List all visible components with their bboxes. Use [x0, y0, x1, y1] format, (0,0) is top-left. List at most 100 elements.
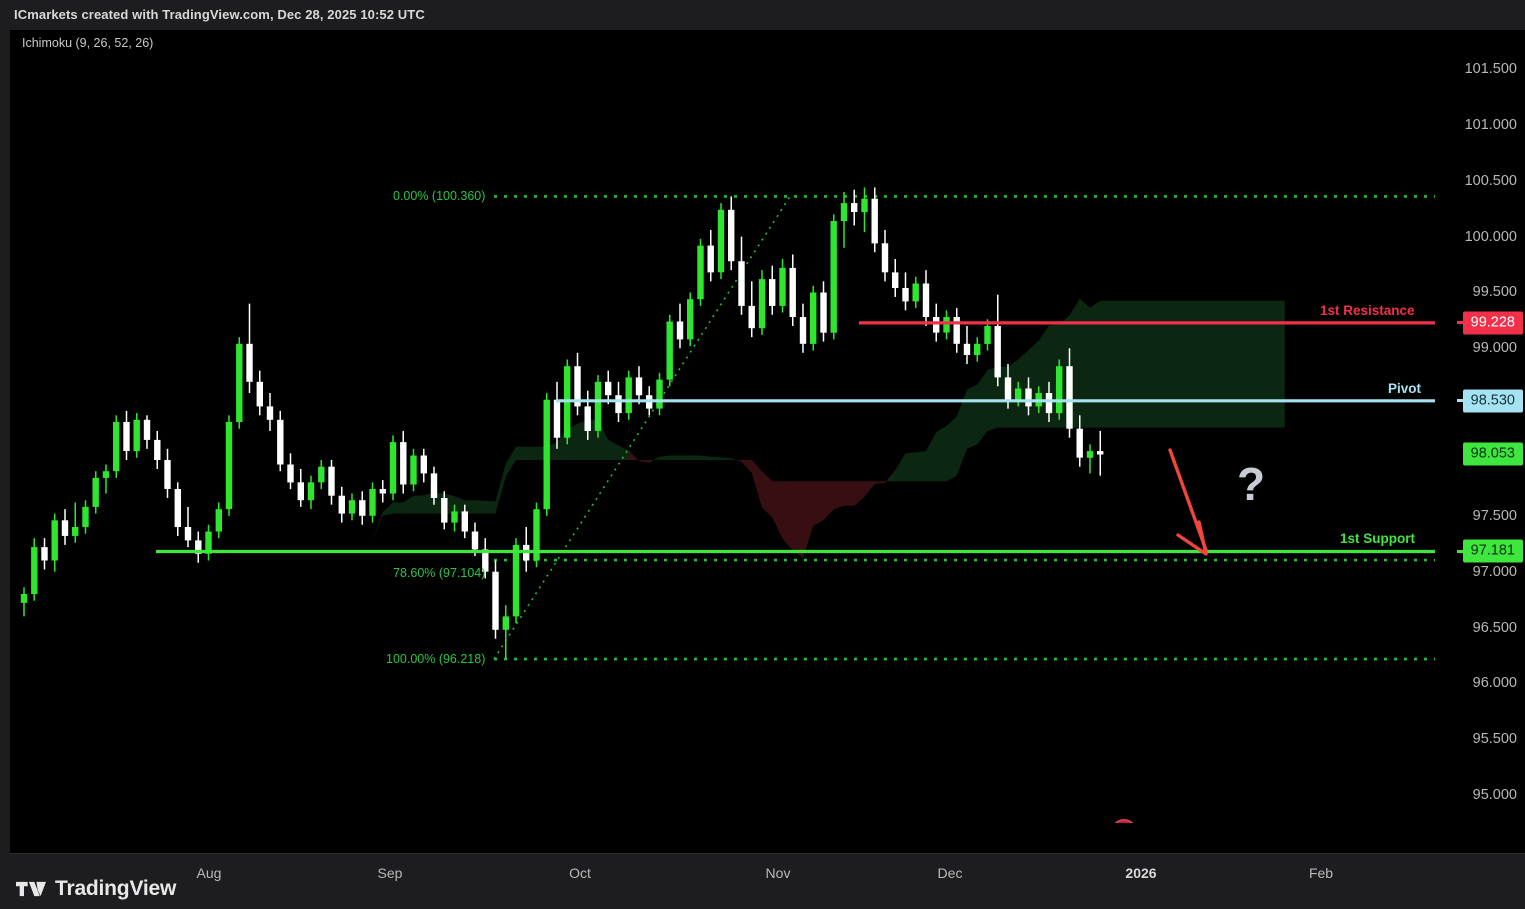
candle-body [266, 406, 274, 420]
candle-body [512, 544, 520, 617]
tradingview-logo-icon [16, 881, 46, 897]
candle-body [31, 547, 38, 594]
time-scale[interactable]: Aug Sep Oct Nov Dec 2026 Feb [10, 853, 1525, 883]
candle-body [820, 292, 827, 333]
candle-body [123, 422, 130, 451]
time-tick: Oct [569, 865, 591, 881]
candle-body [20, 594, 28, 603]
candle-body [871, 198, 878, 244]
badge-stub [1456, 321, 1465, 325]
candle-body [225, 422, 233, 510]
candle-body [1086, 451, 1094, 458]
time-scale-separator [10, 853, 1525, 854]
candle-body [256, 381, 263, 407]
chart-canvas [20, 187, 1435, 661]
candle-body [984, 326, 991, 344]
candle-body [615, 395, 622, 414]
candle-body [215, 509, 222, 532]
time-tick: Feb [1308, 865, 1334, 881]
candle-body [482, 549, 489, 572]
candle-body [359, 500, 366, 516]
candle-body [143, 419, 151, 440]
candle-body [369, 489, 376, 516]
candle-body [113, 422, 120, 472]
candle-body [748, 305, 755, 329]
chart-footer: TradingView [0, 877, 1525, 909]
candle-body [912, 283, 919, 302]
candle-body [297, 482, 304, 501]
attribution-text: ICmarkets created with TradingView.com, … [14, 7, 425, 22]
pivot-price-badge[interactable]: 98.530 [1456, 389, 1523, 413]
candle-body [922, 283, 930, 317]
tradingview-logo-text: TradingView [55, 877, 177, 900]
candle-body [1025, 388, 1032, 407]
candle-body [195, 540, 202, 554]
candle-body [676, 321, 684, 340]
candle-body [82, 506, 89, 527]
candle-body [389, 442, 397, 494]
candle-body [348, 500, 356, 514]
price-tick: 101.000 [1464, 116, 1517, 133]
candle-body [246, 343, 253, 382]
candle-body [236, 343, 243, 422]
resistance-price-badge[interactable]: 99.228 [1456, 311, 1523, 335]
fib-trend-line [493, 195, 791, 660]
candle-body [584, 406, 591, 431]
candle-body [779, 267, 786, 306]
candle-body [553, 399, 561, 438]
candle-body [840, 203, 848, 221]
tradingview-logo[interactable]: TradingView [16, 877, 176, 901]
candle-body [1045, 393, 1053, 414]
price-tick: 99.500 [1472, 284, 1517, 301]
candle-body [943, 317, 950, 333]
candle-body [287, 464, 294, 483]
candle-body [717, 209, 725, 273]
candle-body [328, 466, 335, 496]
candle-body [379, 489, 386, 494]
fib-label-786: 78.60% (97.104) [393, 566, 486, 581]
candle-body [502, 616, 509, 630]
price-tick: 96.000 [1472, 675, 1517, 692]
ichimoku-cloud-bearish [628, 450, 660, 463]
time-tick: Sep [377, 865, 403, 881]
candle-body [963, 343, 971, 355]
fib-label-0: 0.00% (100.360) [393, 189, 486, 204]
time-tick: 2026 [1125, 865, 1157, 881]
candle-body [656, 379, 663, 409]
price-scale[interactable]: 101.500 101.000 100.500 100.000 99.500 99.000… [1435, 30, 1525, 853]
chart-plot-area[interactable]: 0.00% (100.360) 78.60% (97.104) 100.00% … [10, 30, 1435, 823]
candle-body [492, 571, 499, 630]
candle-body [1097, 451, 1104, 455]
candle-body [430, 473, 438, 498]
last-price-badge[interactable]: 98.053 [1462, 442, 1523, 466]
candle-body [1004, 377, 1012, 400]
down-right-arrow-icon [1168, 448, 1208, 556]
candle-body [933, 317, 940, 333]
support-price-badge[interactable]: 97.181 [1456, 539, 1523, 563]
candle-body [41, 547, 48, 561]
indicator-legend[interactable]: Ichimoku (9, 26, 52, 26) [22, 36, 154, 50]
question-mark-annotation: ? [1237, 458, 1266, 510]
candle-body [164, 460, 171, 489]
candle-body [451, 511, 458, 523]
price-tick: 95.500 [1472, 731, 1517, 748]
fib-label-100: 100.00% (96.218) [386, 652, 486, 667]
candle-body [953, 317, 960, 344]
candle-body [902, 288, 909, 302]
candle-body [1076, 428, 1083, 458]
candle-body [318, 466, 325, 483]
candle-body [994, 326, 1001, 378]
time-tick: Nov [765, 865, 791, 881]
candle-body [594, 381, 602, 431]
candle-body [410, 455, 417, 485]
candle-body [666, 321, 673, 380]
candle-body [707, 245, 714, 273]
price-tick: 99.000 [1472, 340, 1517, 357]
candle-body [461, 511, 468, 532]
time-tick: Aug [196, 865, 222, 881]
candle-body [789, 267, 796, 317]
candle-body [51, 520, 58, 561]
price-tick: 97.000 [1472, 563, 1517, 580]
candle-body [184, 527, 192, 541]
ichimoku-cloud-bullish [24, 419, 639, 602]
